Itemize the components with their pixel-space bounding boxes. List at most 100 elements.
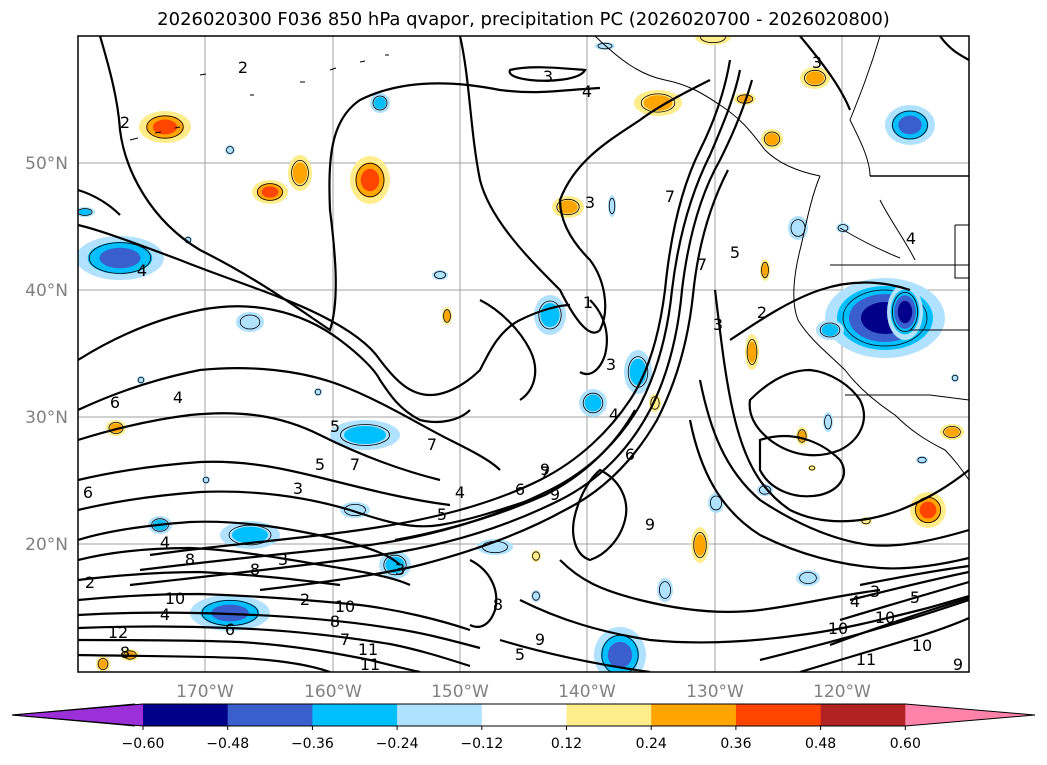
contour-label: 5	[330, 417, 340, 436]
contour-label: 10	[335, 597, 355, 616]
colorbar-extend-max	[905, 704, 1035, 726]
contour-label: 6	[625, 445, 635, 464]
precip-contour-outline	[640, 93, 676, 113]
precip-contour-outline	[799, 572, 817, 585]
precip-contour-outline	[650, 396, 660, 410]
contour-label: 12	[108, 623, 128, 642]
precip-contour-outline	[917, 456, 927, 464]
lon-label: 150°W	[431, 682, 489, 702]
contour-label: 3	[543, 67, 553, 86]
colorbar-label: −0.36	[291, 736, 334, 752]
contour-label: 5	[730, 243, 740, 262]
contour-label: 9	[550, 485, 560, 504]
contour-label: 8	[120, 643, 130, 662]
precip-contour-outline	[146, 115, 184, 139]
contour-label: 7	[350, 455, 360, 474]
positive-precip-area	[152, 119, 178, 135]
colorbar-label: −0.12	[460, 736, 503, 752]
precip-contour-outline	[340, 424, 390, 446]
precip-contour-outline	[137, 376, 145, 384]
precip-contour-outline	[700, 36, 726, 43]
contour-label: 7	[340, 630, 350, 649]
negative-precip-area	[821, 324, 839, 336]
contour-label: 9	[535, 630, 545, 649]
contour-label: 2	[85, 573, 95, 592]
contour-label: 4	[609, 405, 619, 424]
contour-label: 9	[953, 655, 963, 674]
precip-contour-outline	[78, 208, 93, 216]
colorbar-segment	[481, 704, 567, 726]
precip-contour-outline	[819, 322, 841, 338]
colorbar-label: 0.12	[551, 736, 582, 752]
lat-label: 20°N	[25, 535, 68, 555]
precip-contour-outline	[344, 503, 366, 516]
plot-frame	[77, 35, 970, 673]
precip-contour-outline	[892, 110, 928, 140]
colorbar-label: 0.60	[890, 736, 921, 752]
precip-contour-outline	[842, 289, 928, 347]
positive-precip-area	[944, 427, 960, 437]
precip-contour-outline	[443, 309, 451, 323]
colorbar-label: 0.36	[720, 736, 751, 752]
contour-label: 11	[358, 640, 378, 659]
negative-precip-area	[897, 300, 913, 324]
precip-contour-outline	[659, 581, 672, 599]
precip-contour-outline	[710, 495, 723, 511]
positive-precip-area	[919, 501, 937, 519]
contour-label: 2	[120, 113, 130, 132]
lon-label: 170°W	[176, 682, 234, 702]
contour-label: 10	[875, 608, 895, 627]
positive-precip-area	[558, 200, 578, 214]
lon-label: 160°W	[304, 682, 362, 702]
contour-label: 1	[583, 293, 593, 312]
contour-label: 6	[83, 483, 93, 502]
precip-contour-outline	[837, 224, 849, 232]
precip-contour-outline	[824, 414, 832, 430]
negative-precip-area	[898, 115, 922, 135]
precip-contour-outline	[538, 300, 562, 330]
negative-precip-area	[584, 394, 602, 412]
precip-contour-outline	[239, 314, 261, 330]
colorbar-label: −0.24	[376, 736, 419, 752]
negative-precip-area	[99, 247, 141, 269]
precip-contour-outline	[761, 261, 769, 279]
negative-precip-area	[79, 209, 91, 215]
colorbar-segment	[143, 704, 229, 726]
contour-label: 10	[828, 619, 848, 638]
positive-precip-area	[762, 263, 768, 277]
positive-precip-area	[360, 168, 380, 192]
lat-label: 40°N	[25, 281, 68, 301]
contour-label: 3	[585, 193, 595, 212]
contour-label: 2	[238, 58, 248, 77]
colorbar-segment	[227, 704, 313, 726]
precip-contour-outline	[202, 476, 210, 484]
precip-contour-outline	[746, 338, 758, 365]
contour-label: 4	[850, 592, 860, 611]
contour-label: 5	[910, 588, 920, 607]
colorbar-label: 0.48	[805, 736, 836, 752]
contour-label: 4	[160, 605, 170, 624]
contour-label: 4	[160, 533, 170, 552]
negative-precip-area	[374, 97, 386, 109]
contour-label: 3	[812, 53, 822, 72]
precip-contour-outline	[693, 532, 707, 559]
contour-label: 5	[437, 505, 447, 524]
precip-contour-outline	[582, 392, 604, 414]
colorbar-label: −0.48	[206, 736, 249, 752]
lat-label: 50°N	[25, 154, 68, 174]
lon-label: 130°W	[686, 682, 744, 702]
contour-label: 4	[455, 483, 465, 502]
negative-precip-area	[232, 526, 268, 544]
contour-label: 11	[856, 650, 876, 669]
precip-contour-outline	[808, 465, 816, 471]
contour-label: 5	[515, 645, 525, 664]
contour-label: 6	[515, 480, 525, 499]
contour-label: 3	[713, 315, 723, 334]
contour-label: 6	[110, 393, 120, 412]
positive-precip-area	[765, 133, 779, 145]
precip-contour-outline	[943, 425, 961, 438]
negative-precip-area	[344, 426, 386, 444]
positive-precip-area	[806, 71, 824, 85]
negative-precip-area	[607, 641, 633, 669]
